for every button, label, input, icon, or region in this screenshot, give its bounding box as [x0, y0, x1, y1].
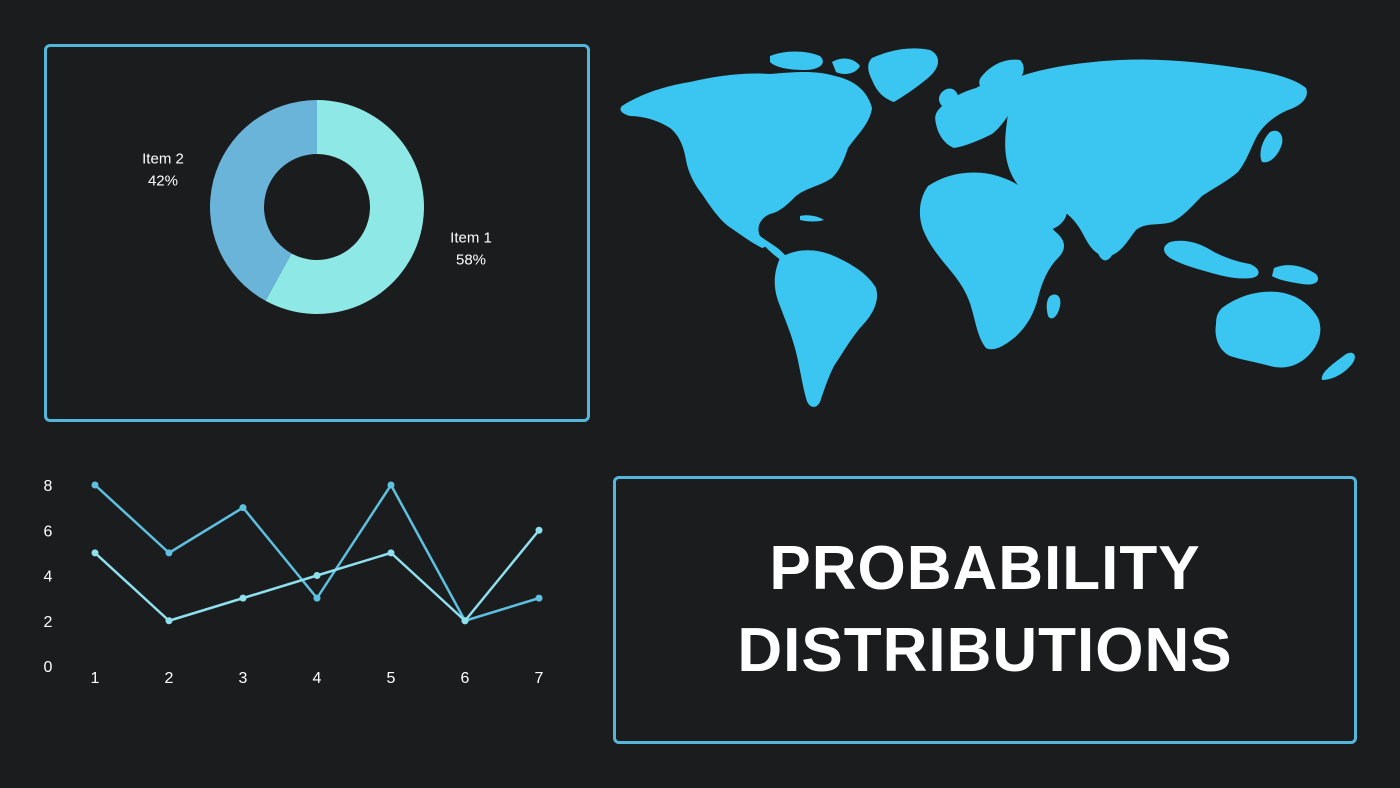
line-point [387, 549, 395, 557]
world-map-icon [620, 48, 1355, 407]
x-tick-label: 6 [461, 670, 470, 687]
new-zealand-shape [1321, 352, 1355, 380]
x-tick-label: 1 [91, 670, 100, 687]
donut-chart: Item 1 58% Item 2 42% [142, 100, 492, 314]
caribbean-shape [800, 215, 824, 222]
japan-shape [1260, 130, 1283, 163]
line-point [313, 594, 321, 602]
line-point [535, 594, 543, 602]
central-america-shape [760, 236, 798, 266]
line-point [239, 594, 247, 602]
title-line-1: PROBABILITY [769, 534, 1201, 603]
madagascar-shape [1046, 294, 1061, 319]
india-shape [1089, 204, 1125, 261]
donut-value-label-1: 58% [456, 252, 486, 269]
y-tick-label: 4 [44, 569, 53, 586]
line-point [313, 572, 321, 579]
arctic-island-shape [832, 58, 860, 74]
x-tick-label: 7 [535, 670, 544, 687]
line-point [535, 526, 543, 534]
southeast-asia-islands-shape [1164, 240, 1259, 279]
line-point [387, 481, 395, 489]
donut-chart-panel [44, 44, 590, 422]
south-america-shape [774, 250, 878, 407]
new-guinea-shape [1272, 265, 1319, 285]
australia-shape [1215, 291, 1321, 368]
donut-slice-2 [210, 100, 317, 301]
line-chart: 0 2 4 6 8 1 2 3 4 5 6 7 [44, 478, 544, 687]
line-point [165, 617, 173, 625]
greenland-shape [868, 48, 939, 102]
line-point [91, 549, 99, 557]
asia-shape [1005, 59, 1307, 257]
x-tick-label: 3 [239, 670, 248, 687]
line-point [239, 504, 247, 512]
donut-slice-1 [265, 100, 424, 314]
donut-value-label-2: 42% [148, 172, 178, 189]
line-point [91, 481, 99, 489]
donut-label-1: Item 1 [450, 230, 492, 247]
world-map-shapes [620, 48, 1355, 407]
line-point [165, 549, 173, 557]
uk-shape [939, 88, 958, 108]
x-tick-label: 4 [313, 670, 322, 687]
x-tick-label: 2 [165, 670, 174, 687]
y-tick-label: 8 [44, 478, 53, 495]
y-tick-label: 0 [44, 659, 53, 676]
y-tick-label: 2 [44, 614, 53, 631]
north-america-shape [620, 72, 872, 248]
arctic-islands-shape [770, 51, 823, 70]
x-tick-label: 5 [387, 670, 396, 687]
donut-label-2: Item 2 [142, 150, 184, 167]
africa-shape [919, 172, 1064, 350]
line-point [461, 617, 469, 625]
title-panel: PROBABILITY DISTRIBUTIONS [613, 476, 1357, 744]
y-tick-label: 6 [44, 523, 53, 540]
title-line-2: DISTRIBUTIONS [737, 616, 1233, 685]
